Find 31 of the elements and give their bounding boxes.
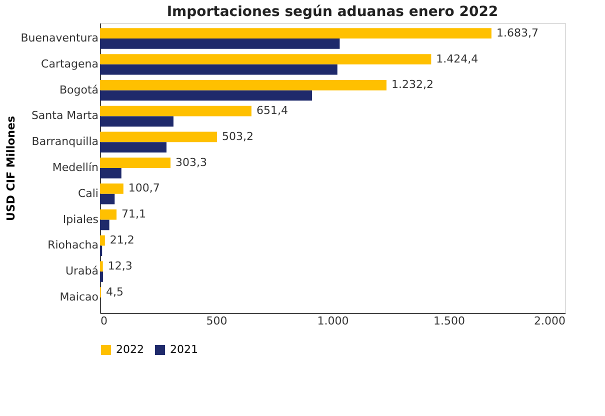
data-label: 303,3 — [176, 156, 208, 169]
x-tick-label: 1.500 — [434, 314, 465, 328]
x-tick-label: 2.000 — [534, 314, 566, 328]
data-label: 100,7 — [128, 182, 160, 195]
x-tick-label: 0 — [100, 314, 108, 328]
data-label: 651,4 — [256, 104, 288, 118]
y-tick-label: Medellín — [52, 161, 99, 174]
data-label: 1.424,4 — [436, 52, 478, 66]
data-label: 4,5 — [106, 285, 124, 298]
data-label: 71,1 — [122, 208, 146, 221]
y-tick-label: Maicao — [60, 290, 99, 304]
y-tick-label: Cali — [78, 186, 98, 200]
data-label: 1.232,2 — [391, 78, 434, 92]
data-label: 503,2 — [222, 130, 254, 143]
y-tick-label: Buenaventura — [20, 32, 98, 45]
y-tick-label: Bogotá — [59, 83, 98, 96]
y-tick-label: Riohacha — [48, 238, 98, 252]
y-tick-label: Barranquilla — [32, 135, 98, 148]
data-label: 1.683,7 — [496, 26, 538, 40]
y-tick-label: Cartagena — [41, 57, 98, 70]
y-tick-label: Santa Marta — [31, 109, 98, 122]
data-label: 21,2 — [110, 234, 134, 246]
chart-title: Importaciones según aduanas enero 2022 — [166, 4, 498, 20]
y-tick-label: Urabá — [65, 264, 98, 278]
legend-label: 2022 — [116, 343, 144, 356]
y-axis-title: USD CIF Millones — [4, 116, 18, 221]
x-tick-label: 500 — [206, 314, 228, 328]
data-label: 12,3 — [108, 259, 132, 272]
x-tick-label: 1.000 — [317, 314, 349, 328]
y-tick-label: Ipiales — [62, 212, 99, 226]
legend-label: 2021 — [170, 343, 198, 356]
